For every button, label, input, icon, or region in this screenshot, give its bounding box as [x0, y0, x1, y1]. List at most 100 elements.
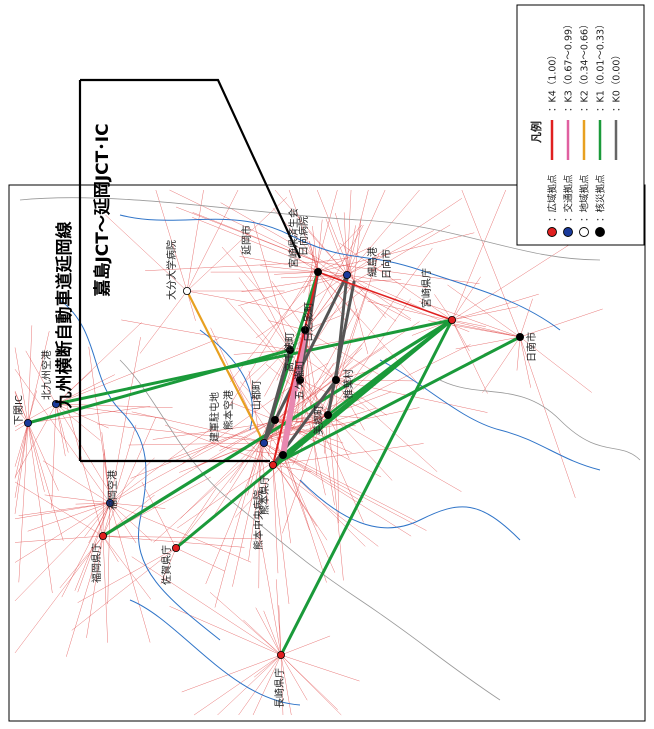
road-line [109, 337, 141, 504]
road-line [61, 502, 111, 598]
link-k1 [26, 348, 292, 425]
road-line [175, 547, 226, 572]
road-line [109, 502, 153, 542]
road-line [317, 271, 425, 391]
road-line [252, 654, 282, 716]
road-line [14, 422, 29, 467]
road-line [102, 535, 108, 643]
place-label-misato: 美郷町 [312, 405, 325, 435]
road-line [107, 502, 111, 605]
road-network [14, 189, 641, 716]
road-line [308, 231, 348, 276]
place-label-nichinan: 日南市 [525, 332, 538, 362]
place-label-kitakyushu: 北九州空港 [40, 350, 53, 400]
place-label-nagasaki: 長崎県庁 [273, 668, 286, 708]
node-oita_hosp [182, 286, 191, 295]
road-line [230, 402, 276, 421]
road-line [280, 635, 331, 656]
road-line [519, 308, 603, 338]
node-miyazaki [447, 315, 456, 324]
boundary-line [19, 197, 601, 261]
node-shimonoseki [23, 418, 32, 427]
road-line [346, 274, 412, 320]
node-kumamoto_hosp [278, 450, 287, 459]
road-line [282, 454, 427, 531]
road-line [327, 414, 462, 492]
road-line [102, 535, 152, 600]
road-line [282, 454, 364, 503]
place-label-shiiba: 椎葉村 [342, 369, 355, 399]
road-line [238, 277, 291, 351]
road-line [18, 502, 111, 516]
road-line [299, 379, 364, 523]
river-line [119, 214, 561, 331]
road-line [451, 242, 573, 321]
road-line [418, 300, 521, 338]
road-line [220, 446, 284, 456]
road-line [71, 547, 177, 631]
road-line [186, 189, 239, 292]
road-line [102, 416, 157, 537]
road-line [346, 230, 434, 276]
road-line [317, 189, 338, 263]
road-line [240, 306, 301, 381]
road-line [275, 579, 282, 656]
road-line [27, 422, 45, 492]
node-yamato [270, 415, 279, 424]
road-line [130, 419, 276, 479]
link-k1 [54, 318, 454, 406]
node-kitakyushu [52, 399, 61, 408]
road-line [346, 225, 356, 276]
road-line [272, 464, 279, 574]
road-line [27, 325, 33, 424]
place-label-kumamoto_airport: 熊本空港 [222, 390, 235, 430]
place-label-hyuga: 日向市 [380, 249, 393, 279]
road-line [346, 189, 420, 276]
road-line [14, 369, 111, 504]
place-label-takachiho: 高千穂町 [283, 332, 296, 372]
legend: 凡例 ：広域拠点 ：交通拠点 ：地域拠点 ：核災拠点 ：K4（1.00） ：K3（0.67… [516, 4, 645, 246]
place-label-oita_hosp: 大分大学病院 [165, 240, 178, 300]
road-line [239, 381, 276, 421]
road-line [27, 422, 53, 594]
road-line [259, 531, 282, 656]
road-line [155, 189, 188, 292]
road-line [259, 440, 269, 505]
place-label-kumamoto_hosp: 熊本中央病院 [252, 490, 265, 550]
road-line [343, 212, 348, 276]
road-line [259, 415, 336, 442]
legend-node-label: ：交通拠点 [563, 174, 575, 222]
road-line [238, 274, 348, 306]
link-k1 [271, 335, 522, 467]
road-line [317, 271, 412, 321]
road-line [280, 654, 360, 682]
node-fukuoka_pref [99, 532, 108, 541]
road-line [139, 290, 188, 354]
road-line [255, 274, 348, 339]
road-line [451, 293, 539, 321]
river-line [379, 359, 601, 471]
link-k0 [262, 273, 349, 445]
road-line [280, 274, 348, 279]
road-line [145, 261, 319, 271]
road-line [272, 464, 290, 604]
legend-node-label: ：広域拠点 [547, 174, 559, 222]
road-line [121, 319, 291, 351]
road-line [14, 535, 104, 654]
legend-node-label: ：地域拠点 [579, 174, 591, 222]
map-frame [8, 184, 646, 722]
road-line [346, 189, 386, 276]
road-line [186, 197, 288, 292]
road-line [109, 502, 166, 509]
road-line [317, 224, 363, 273]
road-line [217, 654, 282, 716]
road-line [146, 419, 276, 498]
road-line [327, 414, 350, 459]
road-line [25, 350, 57, 405]
road-line [27, 422, 64, 541]
road-line [353, 281, 387, 318]
road-line [14, 502, 111, 563]
road-line [353, 217, 362, 283]
road-line [44, 494, 111, 504]
